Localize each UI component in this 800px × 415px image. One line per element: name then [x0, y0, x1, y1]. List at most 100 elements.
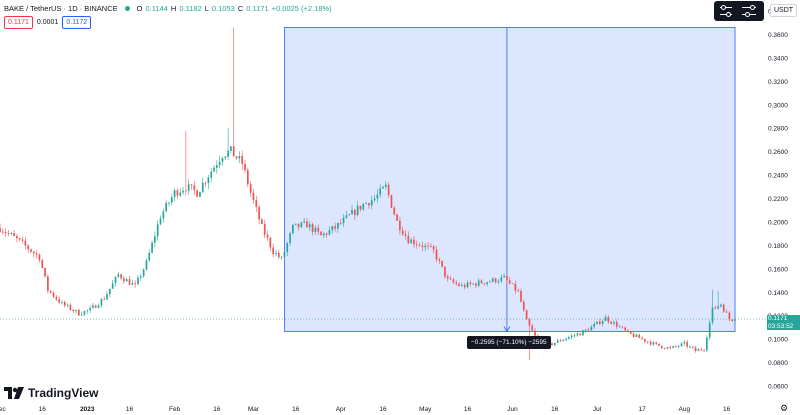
candle-body — [387, 184, 390, 196]
candle-body — [446, 276, 449, 279]
candle-body — [370, 200, 373, 206]
candle-body — [241, 156, 244, 164]
time-tick-label: 17 — [638, 406, 646, 413]
candle-body — [407, 235, 410, 244]
candle-body — [514, 283, 517, 291]
candle-body — [300, 222, 303, 228]
candle-body — [114, 276, 117, 284]
slider-knob-icon — [721, 5, 726, 10]
candle-body — [283, 252, 286, 257]
candle-body — [108, 288, 111, 295]
candle-body — [401, 230, 404, 235]
candle-body — [348, 214, 351, 216]
buy-button[interactable]: 0.1172 — [62, 16, 92, 29]
price-tick-label: 0.1000 — [768, 337, 788, 344]
candle-body — [438, 259, 441, 261]
candle-body — [430, 245, 432, 247]
time-tick-label: Jun — [507, 406, 518, 413]
candle-body — [666, 347, 669, 349]
candle-body — [170, 197, 173, 203]
candle-body — [449, 278, 452, 280]
symbol-title[interactable]: BAKE / TetherUS · 1D · BINANCE — [4, 4, 118, 13]
price-tick-label: 0.2000 — [768, 219, 788, 226]
candle-body — [570, 335, 573, 338]
candle-body — [32, 251, 35, 254]
candle-body — [266, 234, 269, 238]
sell-button[interactable]: 0.1171 — [4, 16, 33, 29]
time-tick-label: 16 — [126, 406, 134, 413]
candle-body — [35, 253, 38, 255]
candle-body — [638, 334, 641, 339]
price-tick-label: 0.2600 — [768, 149, 788, 156]
candle-body — [599, 321, 601, 324]
order-panel: 0.1171 0.0001 0.1172 — [4, 16, 92, 29]
candle-body — [632, 333, 635, 337]
candle-body — [525, 310, 528, 320]
price-tick-label: 0.3200 — [768, 79, 788, 86]
slider-knob-icon — [745, 12, 750, 17]
candle-body — [593, 324, 596, 327]
candle-body — [711, 307, 714, 323]
gear-icon[interactable]: ⚙ — [780, 403, 789, 413]
candle-body — [731, 319, 734, 321]
candle-body — [230, 146, 232, 151]
time-axis[interactable] — [0, 400, 766, 415]
candle-body — [131, 283, 134, 285]
price-tick-label: 0.3600 — [768, 32, 788, 39]
candle-body — [607, 317, 610, 322]
candle-body — [573, 335, 576, 337]
candle-body — [165, 202, 167, 212]
candle-body — [317, 227, 320, 232]
price-tick-label: 0.3000 — [768, 102, 788, 109]
price-axis[interactable] — [766, 0, 800, 415]
candle-body — [432, 246, 435, 250]
candle-body — [384, 184, 387, 187]
candle-body — [18, 238, 21, 240]
candle-body — [263, 223, 266, 235]
candle-body — [16, 235, 18, 239]
candle-body — [137, 277, 139, 285]
slider-line-icon — [720, 7, 732, 8]
candle-body — [596, 321, 598, 325]
candle-body — [314, 227, 317, 232]
candle-body — [706, 337, 708, 351]
candle-body — [7, 233, 10, 234]
price-range-measure[interactable] — [284, 27, 736, 332]
brand-name: TradingView — [28, 386, 99, 400]
candle-body — [469, 282, 472, 285]
candle-body — [201, 182, 204, 192]
candle-body — [477, 280, 480, 286]
candle-body — [232, 146, 235, 157]
candle-body — [156, 224, 159, 237]
candle-body — [579, 333, 581, 336]
tradingview-logo[interactable]: TradingView — [4, 386, 98, 400]
candle-body — [134, 283, 137, 285]
candle-body — [680, 343, 683, 347]
currency-button[interactable]: USDT — [770, 4, 798, 17]
candle-body — [97, 305, 100, 308]
candle-body — [551, 343, 553, 346]
drawing-settings-toolbox[interactable] — [714, 1, 764, 21]
candle-body — [390, 195, 393, 208]
candle-body — [522, 301, 525, 311]
candle-body — [373, 198, 376, 201]
candle-body — [461, 285, 463, 286]
candle-body — [491, 278, 494, 282]
candle-body — [708, 322, 711, 338]
candle-body — [218, 161, 221, 166]
candle-body — [627, 330, 629, 332]
candle-body — [703, 350, 705, 351]
candle-body — [675, 346, 677, 347]
symbol-legend: BAKE / TetherUS · 1D · BINANCE O 0.1144 H… — [4, 4, 332, 13]
candle-body — [58, 299, 60, 303]
candle-body — [216, 165, 218, 168]
candle-body — [27, 245, 30, 250]
candle-body — [697, 349, 700, 352]
time-tick-label: Apr — [336, 406, 347, 413]
candle-body — [517, 290, 520, 292]
candle-body — [494, 278, 497, 283]
candle-body — [204, 182, 207, 184]
candle-body — [508, 280, 511, 284]
